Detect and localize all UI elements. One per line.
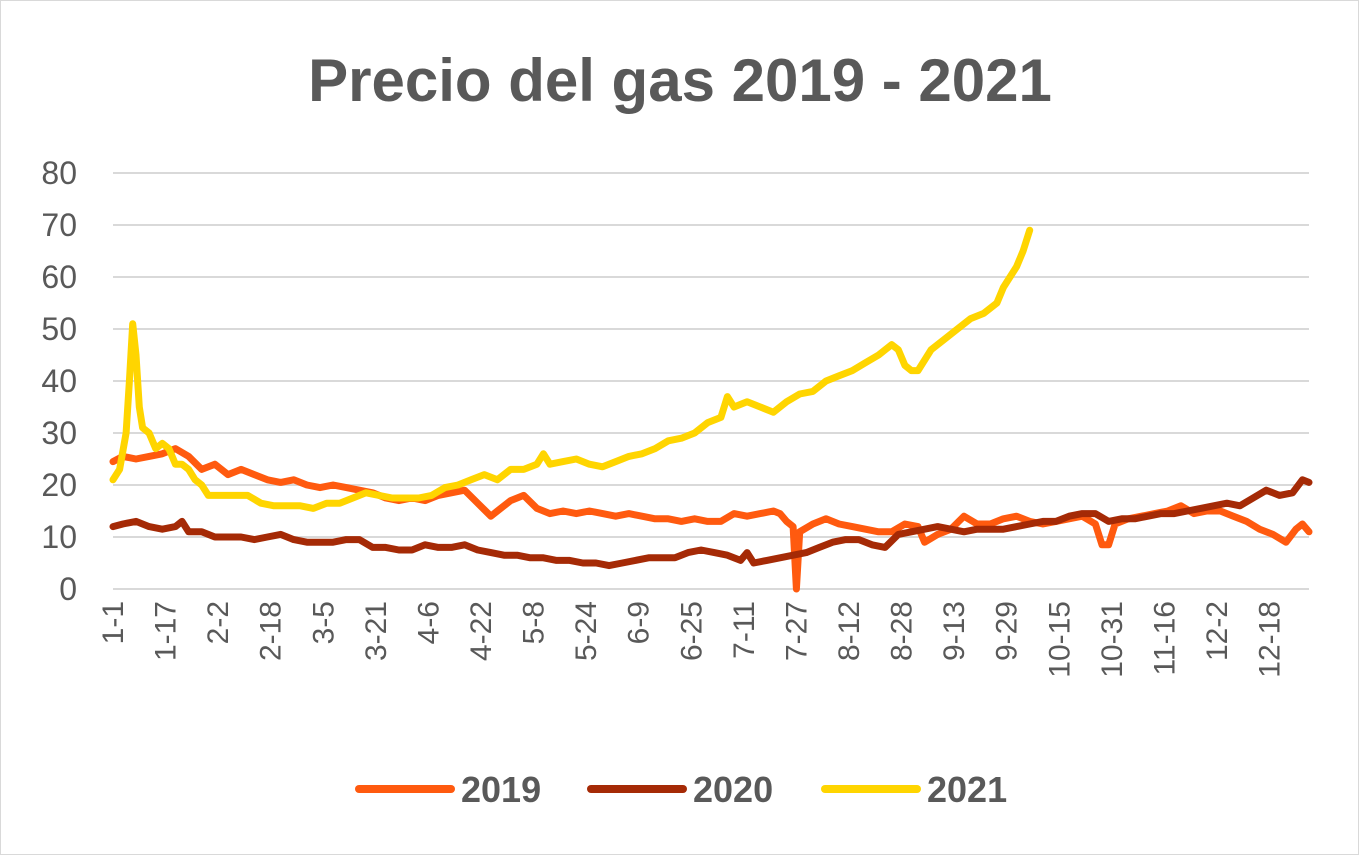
legend-label: 2021 — [927, 769, 1007, 810]
y-tick-label: 0 — [59, 571, 77, 607]
y-tick-label: 10 — [41, 519, 77, 555]
y-tick-label: 70 — [41, 207, 77, 243]
x-tick-label: 6-25 — [675, 601, 708, 661]
x-tick-label: 12-18 — [1254, 601, 1287, 678]
x-tick-label: 12-2 — [1201, 601, 1234, 661]
gridlines — [113, 172, 1309, 590]
x-tick-label: 6-9 — [623, 601, 656, 644]
series-line-2020 — [109, 476, 1313, 570]
y-tick-label: 60 — [41, 259, 77, 295]
x-tick-label: 3-5 — [307, 601, 340, 644]
x-tick-label: 7-27 — [780, 601, 813, 661]
x-tick-label: 1-1 — [97, 601, 130, 644]
y-axis-ticks: 0 10 20 30 40 50 60 70 80 — [41, 155, 77, 607]
x-tick-label: 8-12 — [833, 601, 866, 661]
x-tick-label: 11-16 — [1148, 601, 1181, 676]
x-tick-label: 3-21 — [360, 601, 393, 661]
x-tick-label: 8-28 — [886, 601, 919, 661]
y-tick-label: 50 — [41, 311, 77, 347]
x-tick-label: 10-15 — [1043, 601, 1076, 678]
series-line-2019 — [109, 445, 1313, 593]
x-tick-label: 10-31 — [1096, 601, 1129, 678]
x-tick-label: 4-6 — [412, 601, 445, 644]
x-tick-label: 5-24 — [570, 601, 603, 661]
legend-label: 2019 — [461, 769, 541, 810]
x-axis-ticks: 1-1 1-17 2-2 2-18 3-5 3-21 4-6 4-22 5-8 5-24 6-9 6-… — [97, 601, 1287, 678]
x-tick-label: 4-22 — [465, 601, 498, 661]
x-tick-label: 5-8 — [518, 601, 551, 644]
y-tick-label: 80 — [41, 155, 77, 191]
x-tick-label: 9-13 — [938, 601, 971, 661]
legend-label: 2020 — [693, 769, 773, 810]
y-tick-label: 20 — [41, 467, 77, 503]
y-tick-label: 30 — [41, 415, 77, 451]
x-tick-label: 2-18 — [255, 601, 288, 661]
x-tick-label: 1-17 — [150, 601, 183, 661]
legend: 2019 2020 2021 — [355, 769, 1007, 810]
series-lines — [109, 226, 1313, 593]
x-tick-label: 2-2 — [202, 601, 235, 644]
x-tick-label: 7-11 — [728, 601, 761, 659]
x-tick-label: 9-29 — [991, 601, 1024, 661]
series-line-2021 — [109, 226, 1034, 512]
y-tick-label: 40 — [41, 363, 77, 399]
chart-title: Precio del gas 2019 - 2021 — [308, 47, 1052, 114]
